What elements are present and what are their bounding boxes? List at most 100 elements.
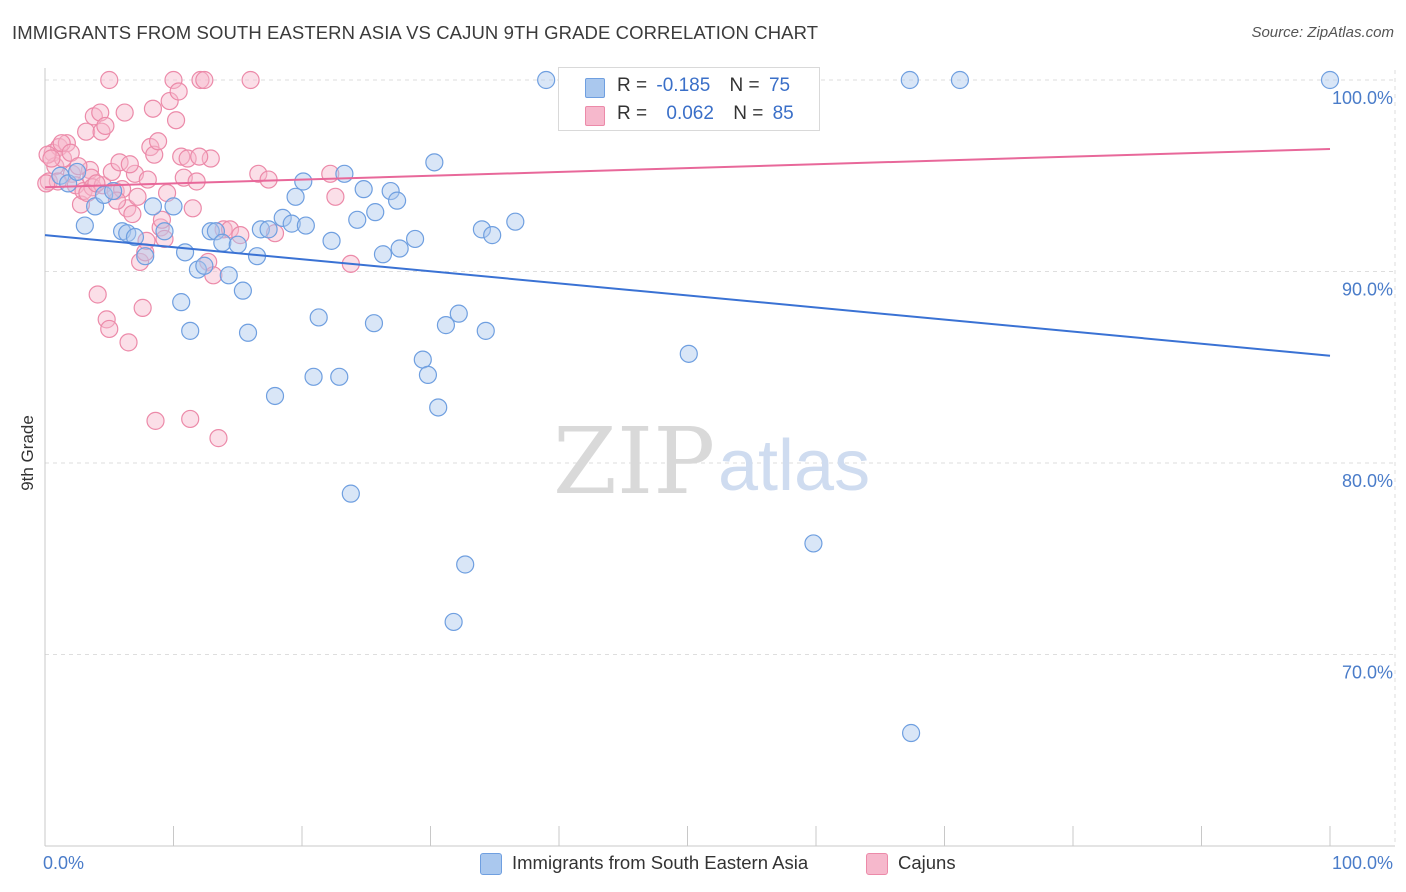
source-label: Source: ZipAtlas.com [1251,24,1394,41]
data-point-sea [322,231,341,250]
data-point-cajuns [220,220,240,239]
y-axis-label: 9th Grade [18,415,37,491]
data-point-sea [155,222,174,241]
data-point-cajuns [183,199,202,218]
data-point-sea [309,308,328,327]
data-point-sea [68,162,87,182]
data-point-cajuns [57,134,76,153]
data-point-sea [804,534,823,553]
data-point-sea [233,281,252,300]
data-point-cajuns [164,70,183,90]
legend-r-label: R = [617,103,648,124]
data-point-cajuns [130,252,150,272]
data-point-cajuns [191,70,210,90]
data-point-sea [366,203,385,222]
data-point-sea [418,365,438,385]
data-point-cajuns [115,103,134,122]
data-point-sea [381,181,400,201]
data-point-sea [429,398,448,417]
data-point-cajuns [209,429,228,448]
x-tick-label-max: 100.0% [1332,853,1393,873]
data-point-sea [259,220,278,239]
legend-r-value-sea: -0.185 [656,75,711,96]
y-tick-label: 100.0% [1332,88,1393,108]
data-point-cajuns [71,195,91,214]
data-point-cajuns [146,411,165,430]
data-point-cajuns [190,147,209,166]
data-point-sea [136,247,155,266]
data-point-cajuns [61,143,80,162]
data-point-sea [265,386,285,406]
points-sea [51,70,1340,743]
data-point-cajuns [100,319,119,339]
data-point-cajuns [195,70,214,90]
data-point-cajuns [138,170,157,189]
data-point-cajuns [42,149,61,168]
data-point-sea [537,70,556,90]
bottom-legend-label-sea: Immigrants from South Eastern Asia [512,852,809,873]
data-point-cajuns [69,157,88,176]
x-tick-label-min: 0.0% [43,853,84,873]
watermark-zip: ZIP [553,408,715,515]
data-point-cajuns [155,229,174,249]
chart-title: IMMIGRANTS FROM SOUTH EASTERN ASIA VS CA… [12,22,819,43]
data-point-sea [390,239,409,258]
legend-n-value-cajuns: 85 [772,103,794,124]
data-point-sea [195,256,214,275]
data-point-cajuns [169,82,188,101]
data-point-sea [354,180,373,199]
data-point-cajuns [133,298,152,317]
trend-lines [44,147,1331,357]
data-point-sea [282,214,301,233]
data-point-cajuns [102,162,121,182]
data-point-sea [335,164,354,183]
data-point-cajuns [181,409,200,429]
bottom-legend-swatch-cajuns [866,853,888,875]
bottom-legend-swatch-sea [480,853,502,875]
data-point-sea [364,314,384,333]
data-point-cajuns [88,285,107,304]
data-point-sea [483,226,502,245]
data-point-sea [251,220,270,239]
data-point-cajuns [148,132,168,151]
data-point-sea [143,197,163,216]
data-point-sea [228,235,247,254]
trend-line-sea [44,234,1331,357]
watermark-atlas: atlas [718,426,870,506]
data-point-cajuns [187,172,206,191]
bottom-legend-label-cajuns: Cajuns [898,852,956,873]
data-point-sea [472,220,491,239]
data-point-cajuns [152,210,172,229]
data-point-sea [181,321,200,340]
data-point-sea [330,367,349,386]
data-point-sea [201,222,220,241]
trend-line-cajuns [44,147,1331,189]
tick-labels: 100.0% 90.0% 80.0% 70.0% 0.0% 100.0% 9th Grade [18,88,1393,873]
watermark: ZIP atlas [553,408,870,515]
data-point-sea [1320,70,1340,90]
data-point-sea [456,555,475,574]
data-point-cajuns [123,204,142,224]
legend-swatch-sea [585,78,605,98]
data-point-cajuns [172,147,191,166]
legend-n-label: N = [729,75,760,96]
data-point-sea [206,222,226,241]
data-point-sea [273,208,292,227]
data-point-sea [104,181,123,201]
y-tick-label: 70.0% [1342,663,1393,683]
data-point-cajuns [166,111,186,130]
data-point-cajuns [201,149,220,168]
data-point-sea [238,323,258,342]
data-point-sea [172,293,191,312]
data-point-cajuns [91,103,110,122]
data-point-sea [164,197,183,216]
data-point-cajuns [143,99,163,118]
data-point-sea [436,316,456,335]
data-point-cajuns [241,70,260,90]
data-point-sea [950,70,970,90]
axis-layer [44,68,1395,847]
data-point-cajuns [128,187,147,206]
data-point-cajuns [77,122,96,141]
data-point-sea [125,227,145,247]
data-point-sea [341,484,360,503]
